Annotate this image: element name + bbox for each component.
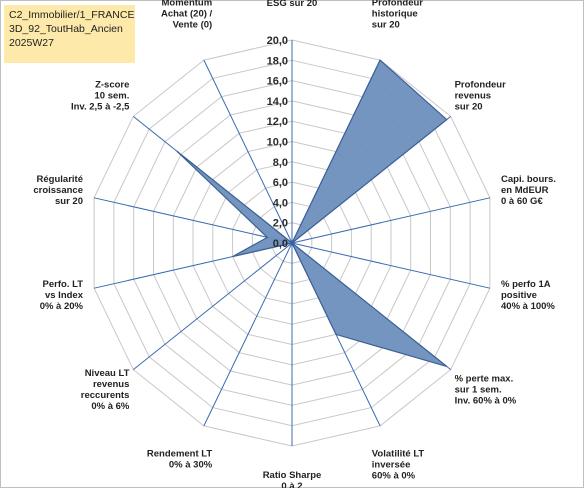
- axis-spoke: [132, 242, 293, 370]
- axis-label: Ratio Sharpe 0 à 2: [263, 470, 322, 488]
- tick-label: 14,0: [267, 96, 288, 108]
- radial-tick-labels: 0,0 2,0 4,0 6,0 8,0 10,0 12,0 14,0 16,0 18,0 20,0: [267, 35, 288, 250]
- tick-label: 10,0: [267, 137, 288, 149]
- series-area: [176, 59, 448, 367]
- axis-spoke: [203, 242, 293, 427]
- axis-label: Z-score 10 sem. Inv. 2,5 à -2,5: [71, 79, 130, 112]
- tick-label: 4,0: [273, 197, 288, 209]
- tick-label: 18,0: [267, 55, 288, 67]
- tick-label: 6,0: [273, 177, 288, 189]
- title-line-2: 3D_92_ToutHab_Ancien: [9, 23, 123, 35]
- axis-label: Perfo. LT vs Index 0% à 20%: [40, 279, 84, 312]
- axis-label: Régularité croissance sur 20: [33, 174, 83, 207]
- chart-title-box: C2_Immobilier/1_FRANCE 3D_92_ToutHab_Anc…: [4, 5, 135, 63]
- tick-label: 0,0: [273, 238, 288, 250]
- title-line-1: C2_Immobilier/1_FRANCE: [9, 9, 135, 21]
- axis-spoke: [93, 197, 293, 244]
- tick-label: 16,0: [267, 76, 288, 88]
- axis-spoke: [291, 197, 491, 244]
- tick-label: 20,0: [267, 35, 288, 47]
- axis-spoke: [291, 242, 491, 289]
- tick-label: 8,0: [273, 157, 288, 169]
- axis-label: Niveau LT revenus reccurents 0% à 6%: [81, 368, 130, 412]
- axis-label: % perte max. sur 1 sem. Inv. 60% à 0%: [455, 374, 517, 407]
- axis-label: % perfo 1A positive 40% à 100%: [501, 279, 555, 312]
- axis-label: NoteESG sur 20: [267, 0, 318, 9]
- axis-label: Volatilité LT inversée 60% à 0%: [372, 449, 425, 482]
- axis-label: Capi. bours. en MdEUR 0 à 60 G€: [501, 174, 556, 207]
- axis-label: Momentum Achat (20) / Vente (0): [161, 0, 213, 31]
- radar-series: [176, 59, 448, 367]
- tick-label: 2,0: [273, 218, 288, 230]
- axis-label: Profondeur historique sur 20: [372, 0, 423, 31]
- axis-spoke: [203, 59, 293, 244]
- title-line-3: 2025W27: [9, 37, 54, 49]
- axis-label: Profondeur revenus sur 20: [455, 79, 506, 112]
- tick-label: 12,0: [267, 116, 288, 128]
- axis-label: Rendement LT 0% à 30%: [147, 449, 213, 471]
